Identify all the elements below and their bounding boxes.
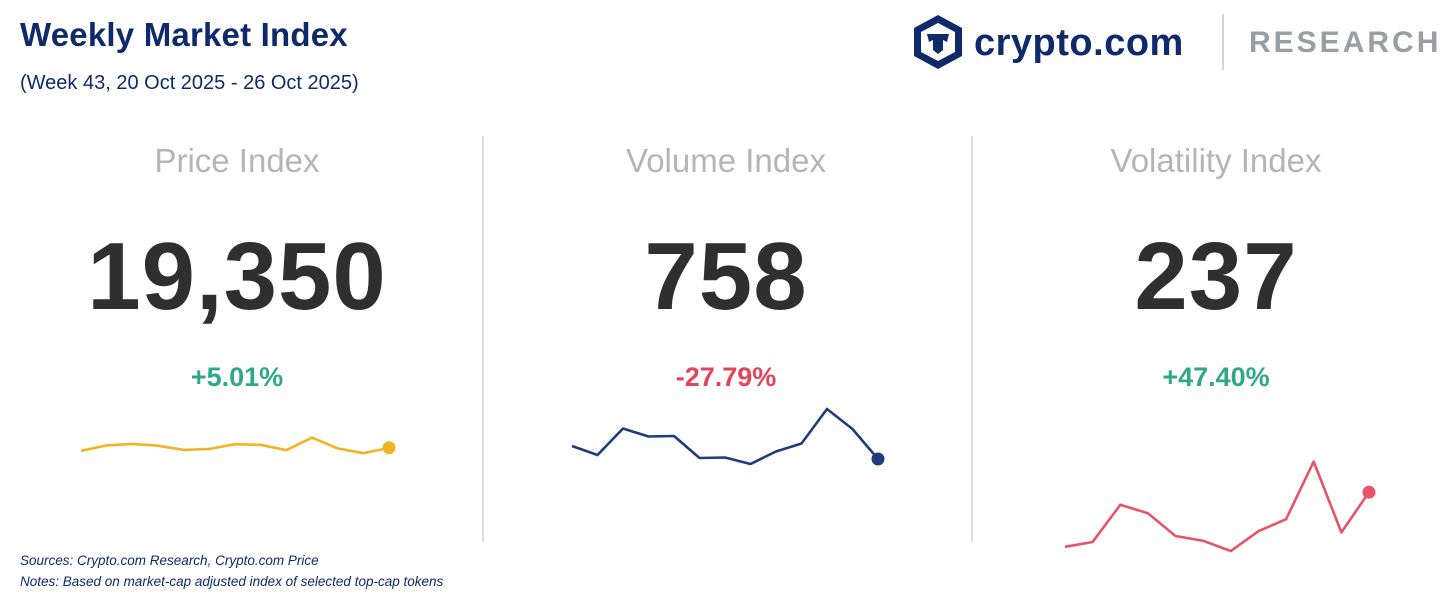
volatility-index-panel: Volatility Index 237 +47.40% [976,136,1456,516]
brand-research-label: RESEARCH [1249,26,1442,59]
column-divider [482,136,484,542]
page-subtitle: (Week 43, 20 Oct 2025 - 26 Oct 2025) [20,72,359,94]
volatility-index-title: Volatility Index [1110,142,1322,179]
brand-logo: crypto.com RESEARCH [912,12,1452,72]
price-index-value: 19,350 [87,223,387,330]
footer-sources: Sources: Crypto.com Research, Crypto.com… [20,553,319,568]
volume-index-value: 758 [644,223,808,330]
volume-index-panel: Volume Index 758 -27.79% [486,136,966,516]
price-index-panel: Price Index 19,350 +5.01% [0,136,477,516]
volume-index-change: -27.79% [675,362,777,392]
price-index-change: +5.01% [190,362,284,392]
crypto-com-lion-icon [914,15,962,69]
brand-name: crypto.com [974,22,1184,64]
brand-divider [1222,14,1224,70]
footer-notes: Notes: Based on market-cap adjusted inde… [20,574,444,589]
volatility-index-change: +47.40% [1162,362,1270,392]
volume-index-title: Volume Index [626,142,826,179]
column-divider [971,136,973,542]
page-title: Weekly Market Index [20,16,348,53]
volatility-index-value: 237 [1134,223,1298,330]
price-index-title: Price Index [154,142,320,179]
